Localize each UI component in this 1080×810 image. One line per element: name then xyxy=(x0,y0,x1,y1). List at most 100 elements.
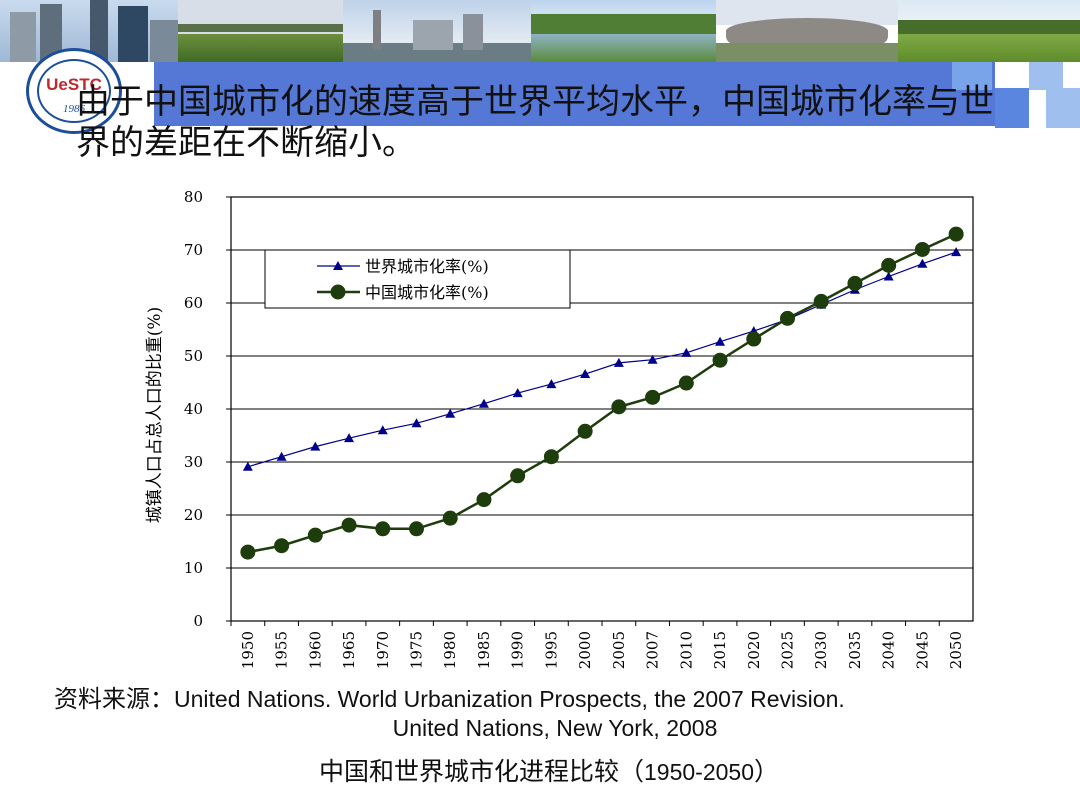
data-point xyxy=(377,425,388,435)
x-tick-label: 1980 xyxy=(441,631,459,669)
data-point xyxy=(344,433,355,443)
data-point xyxy=(881,257,897,273)
y-tick-label: 0 xyxy=(193,612,203,630)
data-point xyxy=(914,241,930,257)
data-point xyxy=(242,461,253,471)
x-tick-label: 2020 xyxy=(745,631,763,669)
data-point xyxy=(678,375,694,391)
y-tick-label: 30 xyxy=(184,453,203,471)
x-tick-label: 2045 xyxy=(913,631,931,669)
x-tick-label: 2040 xyxy=(880,631,898,669)
x-tick-label: 2030 xyxy=(812,631,830,669)
data-point xyxy=(333,261,343,270)
data-point xyxy=(611,399,627,415)
x-tick-label: 2050 xyxy=(947,631,965,669)
data-point xyxy=(847,275,863,291)
legend-label: 中国城市化率(%) xyxy=(365,283,489,302)
data-point xyxy=(613,357,624,367)
data-point xyxy=(715,336,726,346)
y-tick-label: 80 xyxy=(184,188,203,206)
river-landscape-photo xyxy=(531,0,716,62)
data-point xyxy=(580,369,591,379)
caption-end: ） xyxy=(754,757,780,786)
data-point xyxy=(409,521,424,537)
data-point xyxy=(478,398,489,408)
data-point xyxy=(645,389,661,405)
y-axis-label: 城镇人口占总人口的比重(%) xyxy=(145,307,165,523)
decor-square xyxy=(995,88,1029,128)
data-point xyxy=(543,449,559,465)
data-point xyxy=(274,538,290,554)
data-point xyxy=(310,441,321,451)
title-band-divider xyxy=(148,62,154,126)
data-point xyxy=(411,418,422,428)
y-tick-label: 50 xyxy=(184,347,203,365)
decor-square xyxy=(952,62,992,90)
city-buildings-photo xyxy=(0,0,178,62)
data-point xyxy=(681,347,692,357)
data-point xyxy=(647,354,658,364)
data-point xyxy=(780,310,795,326)
legend-box xyxy=(264,249,571,309)
source-line-2: United Nations, New York, 2008 xyxy=(392,715,718,741)
y-tick-label: 20 xyxy=(184,506,203,524)
x-tick-label: 2005 xyxy=(610,631,628,669)
decor-square xyxy=(1029,62,1063,90)
x-tick-label: 2010 xyxy=(677,631,695,669)
source-citation: 资料来源：United Nations. World Urbanization … xyxy=(54,679,1054,714)
data-point xyxy=(240,544,256,560)
source-label: 资料来源： xyxy=(54,685,174,713)
stadium-photo xyxy=(716,0,898,62)
data-point xyxy=(307,527,323,543)
decor-square xyxy=(995,62,1029,90)
y-tick-label: 10 xyxy=(184,559,203,577)
decor-square xyxy=(1046,88,1080,128)
caption-years: 1950-2050 xyxy=(644,759,754,785)
x-tick-label: 1960 xyxy=(306,631,324,669)
source-line-1: United Nations. World Urbanization Prosp… xyxy=(174,686,845,712)
x-tick-label: 2015 xyxy=(711,631,729,669)
data-point xyxy=(948,226,964,242)
world-series-line xyxy=(247,251,957,468)
data-point xyxy=(510,468,526,484)
x-tick-label: 1995 xyxy=(542,631,560,669)
grassland-photo xyxy=(898,0,1080,62)
data-point xyxy=(712,352,728,368)
chart-caption: 中国和世界城市化进程比较（1950-2050） xyxy=(0,752,1080,788)
x-tick-label: 1950 xyxy=(239,631,257,669)
data-point xyxy=(512,388,523,398)
y-tick-label: 60 xyxy=(184,294,203,312)
city-skyline-photo xyxy=(343,0,531,62)
legend-label: 世界城市化率(%) xyxy=(365,257,489,276)
x-tick-label: 2025 xyxy=(779,631,797,669)
china-series-line xyxy=(247,232,957,554)
x-tick-label: 1985 xyxy=(475,631,493,669)
data-point xyxy=(330,284,346,300)
y-tick-label: 40 xyxy=(184,400,203,418)
data-point xyxy=(341,517,357,533)
x-tick-label: 1965 xyxy=(340,631,358,669)
data-point xyxy=(813,293,829,309)
x-tick-label: 1990 xyxy=(509,631,527,669)
data-point xyxy=(476,492,492,508)
data-point xyxy=(546,379,557,389)
x-tick-label: 2000 xyxy=(576,631,594,669)
data-point xyxy=(917,258,928,268)
data-point xyxy=(577,423,593,439)
header-photo-strip xyxy=(0,0,1080,62)
x-tick-label: 1970 xyxy=(374,631,392,669)
farmland-photo xyxy=(178,0,343,62)
title-band xyxy=(150,62,995,126)
slide-title: 由于中国城市化的速度高于世界平均水平，中国城市化率与世界的差距在不断缩小。 xyxy=(76,82,994,163)
university-logo: UeSTC 1986 xyxy=(26,48,122,134)
data-point xyxy=(375,521,391,537)
y-tick-label: 70 xyxy=(184,241,203,259)
data-point xyxy=(951,247,962,257)
x-tick-label: 1955 xyxy=(273,631,291,669)
data-point xyxy=(746,331,762,347)
data-point xyxy=(445,408,456,418)
caption-text: 中国和世界城市化进程比较（ xyxy=(318,757,644,786)
data-point xyxy=(442,510,458,526)
x-tick-label: 2007 xyxy=(644,631,662,669)
